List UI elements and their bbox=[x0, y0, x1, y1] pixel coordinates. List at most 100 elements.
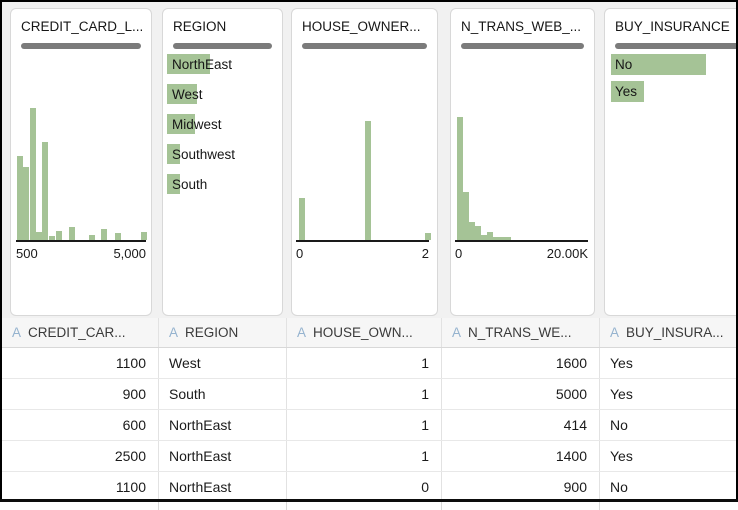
column-card-house-owner[interactable]: HOUSE_OWNER... 0 2 bbox=[291, 8, 438, 316]
histogram-axis-labels: 500 5,000 bbox=[16, 246, 146, 261]
table-cell[interactable]: 1 bbox=[287, 379, 442, 409]
table-cell[interactable]: 1600 bbox=[442, 348, 600, 378]
category-bar bbox=[167, 114, 195, 134]
quality-bar[interactable] bbox=[615, 43, 738, 49]
table-cell[interactable]: 900 bbox=[442, 472, 600, 502]
table-cell[interactable]: 414 bbox=[442, 410, 600, 440]
column-card-credit-card-l[interactable]: CREDIT_CARD_L... 500 5,000 bbox=[10, 8, 152, 316]
table-cell[interactable]: 1100 bbox=[2, 348, 159, 378]
column-header-label: N_TRANS_WE... bbox=[468, 325, 572, 340]
axis-min-label: 500 bbox=[16, 246, 38, 261]
column-header-label: BUY_INSURA... bbox=[626, 325, 724, 340]
partial-row-cell bbox=[287, 502, 442, 510]
category-bar bbox=[167, 174, 180, 194]
table-cell[interactable]: NorthEast bbox=[159, 472, 287, 502]
category-label[interactable]: Yes bbox=[615, 84, 638, 99]
table-cell[interactable]: 1 bbox=[287, 441, 442, 471]
text-type-icon: A bbox=[297, 325, 307, 340]
table-cell[interactable]: West bbox=[159, 348, 287, 378]
column-header-label: HOUSE_OWN... bbox=[313, 325, 413, 340]
table-cell[interactable]: 1400 bbox=[442, 441, 600, 471]
category-label[interactable]: No bbox=[615, 57, 633, 72]
histogram-bar bbox=[36, 232, 42, 240]
histogram-bar bbox=[481, 235, 487, 240]
column-card-buy-insurance[interactable]: BUY_INSURANCE No Yes bbox=[604, 8, 738, 316]
table-cell[interactable]: South bbox=[159, 379, 287, 409]
quality-bar[interactable] bbox=[461, 43, 584, 49]
table-cell[interactable]: 900 bbox=[2, 379, 159, 409]
quality-bar[interactable] bbox=[173, 43, 272, 49]
table-cell[interactable]: 5000 bbox=[442, 379, 600, 409]
category-label[interactable]: South bbox=[172, 177, 208, 192]
partial-row-cell bbox=[159, 502, 287, 510]
partial-row-cell bbox=[442, 502, 600, 510]
text-type-icon: A bbox=[452, 325, 462, 340]
histogram-bar bbox=[30, 108, 36, 240]
window-border-right bbox=[736, 0, 738, 502]
column-header-house-own[interactable]: A HOUSE_OWN... bbox=[287, 318, 442, 347]
table-cell[interactable]: Yes bbox=[610, 386, 633, 402]
text-type-icon: A bbox=[610, 325, 620, 340]
column-header-buy-insura[interactable]: A BUY_INSURA... bbox=[600, 318, 736, 347]
histogram-bar bbox=[69, 227, 75, 240]
category-bar bbox=[611, 81, 644, 102]
axis-min-label: 0 bbox=[296, 246, 304, 261]
histogram-bar bbox=[56, 231, 62, 240]
column-header-n-trans-we[interactable]: A N_TRANS_WE... bbox=[442, 318, 600, 347]
quality-bar[interactable] bbox=[302, 43, 427, 49]
partial-row-cell bbox=[2, 502, 159, 510]
quality-bar[interactable] bbox=[21, 43, 141, 49]
category-label[interactable]: NorthEast bbox=[172, 57, 233, 72]
table-cell[interactable]: 1100 bbox=[2, 472, 159, 502]
table-row: 1100 NorthEast 0 900 No bbox=[2, 472, 736, 503]
table-cell[interactable]: 0 bbox=[287, 472, 442, 502]
histogram-axis bbox=[296, 240, 429, 242]
table-cell[interactable]: 2500 bbox=[2, 441, 159, 471]
column-card-n-trans-web[interactable]: N_TRANS_WEB_... 0 20.00K bbox=[450, 8, 595, 316]
category-label[interactable]: Midwest bbox=[172, 117, 222, 132]
table-cell[interactable]: 1 bbox=[287, 348, 442, 378]
axis-max-label: 2 bbox=[421, 246, 429, 261]
window-border-top bbox=[0, 0, 738, 2]
window-border-left bbox=[0, 0, 2, 502]
category-bar bbox=[167, 54, 210, 74]
category-bar bbox=[611, 54, 706, 75]
histogram-bar bbox=[141, 232, 147, 240]
histogram-axis bbox=[16, 240, 146, 242]
column-card-region[interactable]: REGION NorthEast West Midwest Southwest South bbox=[162, 8, 283, 316]
text-type-icon: A bbox=[12, 325, 22, 340]
data-table: A CREDIT_CAR... A REGION A HOUSE_OWN... A N_TRA… bbox=[2, 318, 736, 503]
histogram-bar bbox=[89, 235, 95, 240]
histogram-bar bbox=[505, 237, 511, 240]
table-cell[interactable]: NorthEast bbox=[159, 410, 287, 440]
table-cell[interactable]: No bbox=[610, 417, 628, 433]
category-bar bbox=[167, 144, 180, 164]
window-border-bottom bbox=[0, 499, 738, 502]
column-card-title: CREDIT_CARD_L... bbox=[21, 19, 144, 34]
table-cell[interactable]: No bbox=[610, 479, 628, 495]
histogram-bar bbox=[457, 117, 463, 240]
axis-max-label: 5,000 bbox=[113, 246, 146, 261]
axis-min-label: 0 bbox=[455, 246, 463, 261]
histogram-bar bbox=[115, 233, 121, 240]
category-label[interactable]: West bbox=[172, 87, 203, 102]
text-type-icon: A bbox=[169, 325, 179, 340]
column-header-region[interactable]: A REGION bbox=[159, 318, 287, 347]
histogram-bar bbox=[101, 229, 107, 240]
column-header-label: REGION bbox=[185, 325, 239, 340]
column-card-title: BUY_INSURANCE bbox=[615, 19, 730, 34]
category-label[interactable]: Southwest bbox=[172, 147, 236, 162]
table-cell[interactable]: Yes bbox=[610, 448, 633, 464]
table-cell[interactable]: 600 bbox=[2, 410, 159, 440]
table-cell[interactable]: Yes bbox=[610, 355, 633, 371]
histogram-bar bbox=[49, 236, 55, 240]
table-cell[interactable]: NorthEast bbox=[159, 441, 287, 471]
histogram-bar bbox=[475, 226, 481, 240]
column-header-credit-car[interactable]: A CREDIT_CAR... bbox=[2, 318, 159, 347]
histogram-bar bbox=[23, 167, 29, 240]
histogram-axis bbox=[455, 240, 588, 242]
partial-row-cell bbox=[600, 502, 736, 510]
table-cell[interactable]: 1 bbox=[287, 410, 442, 440]
